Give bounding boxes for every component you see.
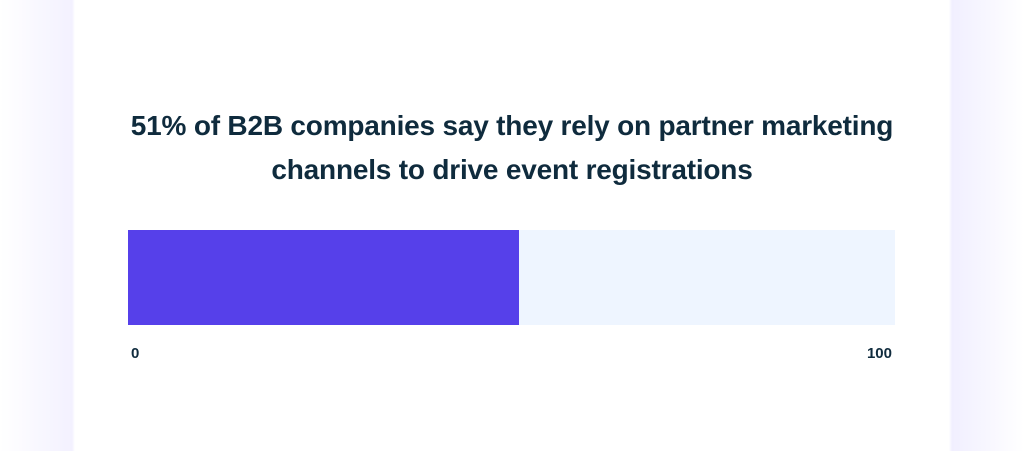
progress-track — [128, 230, 895, 325]
tick-label-max: 100 — [866, 345, 892, 362]
progress-fill — [128, 230, 520, 325]
tick-label-min: 0 — [131, 345, 140, 362]
card — [75, 0, 949, 451]
chart-title: 51% of B2B companies say they rely on pa… — [130, 110, 894, 185]
